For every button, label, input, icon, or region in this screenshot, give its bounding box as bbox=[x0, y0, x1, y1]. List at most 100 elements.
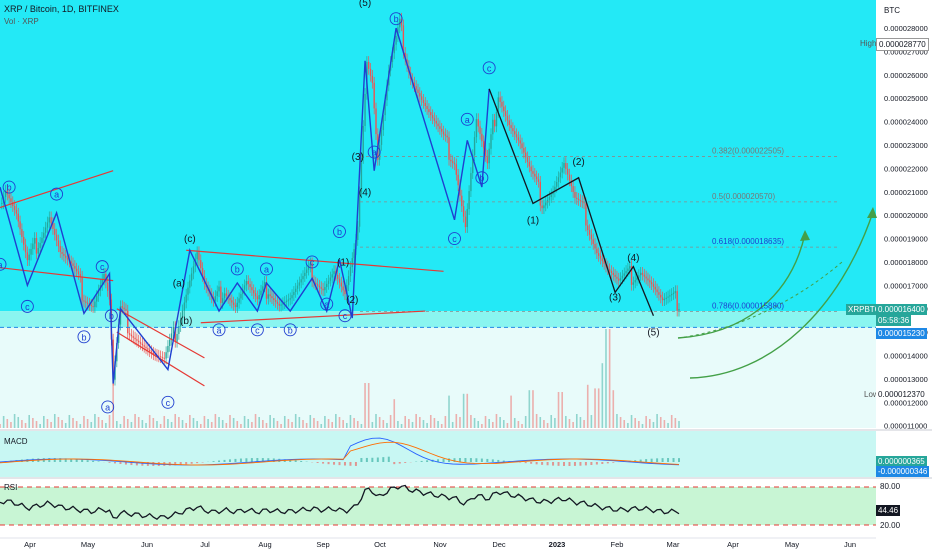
candle-body bbox=[587, 225, 588, 230]
candle-body bbox=[326, 284, 327, 287]
volume-bar bbox=[386, 423, 388, 428]
candle-body bbox=[364, 94, 365, 126]
volume-bar bbox=[393, 399, 395, 428]
candle-body bbox=[560, 173, 561, 178]
volume-bar bbox=[477, 421, 479, 428]
candle-body bbox=[507, 116, 508, 121]
volume-bar bbox=[452, 422, 454, 428]
volume-bar bbox=[193, 418, 195, 428]
candle-body bbox=[253, 290, 254, 293]
candle-body bbox=[238, 298, 239, 302]
candle-body bbox=[29, 255, 30, 261]
candle-body bbox=[43, 233, 44, 238]
candle-body bbox=[530, 167, 531, 172]
wave-label: a bbox=[217, 325, 222, 335]
macd-hist-bar bbox=[98, 461, 100, 462]
volume-bar bbox=[134, 414, 136, 428]
candle-body bbox=[196, 252, 197, 259]
candle-body bbox=[246, 281, 247, 285]
volume-bar bbox=[375, 414, 377, 428]
volume-bar bbox=[127, 419, 129, 428]
candle-body bbox=[322, 289, 323, 290]
candle-body bbox=[30, 249, 31, 255]
volume-bar bbox=[324, 416, 326, 428]
candle-body bbox=[19, 221, 20, 229]
candle-body bbox=[525, 153, 526, 158]
candle-body bbox=[457, 175, 458, 185]
macd-hist-bar bbox=[355, 462, 357, 466]
volume-bar bbox=[251, 422, 253, 428]
y-tick-label: 0.000021000 bbox=[884, 188, 928, 197]
macd-hist-bar bbox=[114, 462, 116, 463]
macd-hist-bar bbox=[185, 462, 187, 464]
candle-body bbox=[463, 206, 464, 216]
volume-bar bbox=[649, 419, 651, 428]
candle-body bbox=[481, 134, 482, 141]
candle-body bbox=[63, 254, 64, 256]
volume-bar bbox=[288, 419, 290, 428]
volume-bar bbox=[558, 392, 560, 428]
candle-body bbox=[280, 304, 281, 305]
candle-body bbox=[675, 291, 676, 293]
candle-body bbox=[439, 126, 440, 129]
macd-label: MACD bbox=[4, 437, 28, 446]
volume-bar bbox=[174, 414, 176, 428]
volume-bar bbox=[434, 418, 436, 428]
volume-bar bbox=[218, 417, 220, 428]
macd-hist-bar bbox=[251, 458, 253, 462]
volume-bar bbox=[255, 414, 257, 428]
y-tick-label: 0.000011000 bbox=[884, 422, 927, 431]
volume-bar bbox=[273, 418, 275, 428]
volume-bar bbox=[339, 417, 341, 428]
candle-body bbox=[645, 277, 646, 279]
candle-body bbox=[600, 256, 601, 259]
volume-bar bbox=[153, 418, 155, 428]
wave-label: (1) bbox=[337, 257, 349, 268]
volume-bar bbox=[178, 417, 180, 428]
volume-bar bbox=[536, 414, 538, 428]
candle-body bbox=[16, 210, 17, 214]
candle-body bbox=[191, 273, 192, 280]
candle-body bbox=[479, 126, 480, 133]
macd-hist-bar bbox=[191, 462, 193, 464]
candle-body bbox=[593, 239, 594, 244]
candle-body bbox=[456, 164, 457, 174]
candle-body bbox=[271, 296, 272, 298]
candle-body bbox=[302, 276, 303, 279]
volume-bar bbox=[539, 417, 541, 428]
candle-body bbox=[520, 140, 521, 143]
macd-hist-bar bbox=[382, 457, 384, 462]
candle-body bbox=[563, 163, 564, 168]
macd-hist-bar bbox=[558, 462, 560, 466]
volume-bar bbox=[357, 421, 359, 428]
candle-body bbox=[651, 282, 652, 284]
candle-body bbox=[83, 300, 84, 301]
volume-bar bbox=[602, 363, 604, 428]
candle-body bbox=[470, 173, 471, 191]
candle-body bbox=[541, 206, 542, 209]
volume-bar bbox=[277, 421, 279, 428]
candle-body bbox=[142, 344, 143, 345]
x-tick-label: May bbox=[785, 540, 799, 549]
macd-hist-bar bbox=[541, 462, 543, 465]
macd-hist-bar bbox=[470, 458, 472, 462]
candle-body bbox=[32, 244, 33, 250]
candle-body bbox=[634, 280, 635, 282]
macd-hist-bar bbox=[322, 462, 324, 464]
volume-bar bbox=[284, 416, 286, 428]
candle-body bbox=[103, 274, 104, 280]
candle-body bbox=[189, 281, 190, 288]
wave-label: c bbox=[100, 262, 105, 272]
candle-body bbox=[54, 229, 55, 235]
candle-body bbox=[625, 271, 626, 273]
volume-bar bbox=[412, 422, 414, 428]
candle-body bbox=[92, 306, 93, 307]
volume-bar bbox=[547, 423, 549, 428]
volume-bar bbox=[492, 422, 494, 428]
volume-bar bbox=[503, 420, 505, 428]
volume-bar bbox=[262, 420, 264, 428]
volume-bar bbox=[25, 423, 27, 428]
wave-label: c bbox=[487, 63, 492, 73]
